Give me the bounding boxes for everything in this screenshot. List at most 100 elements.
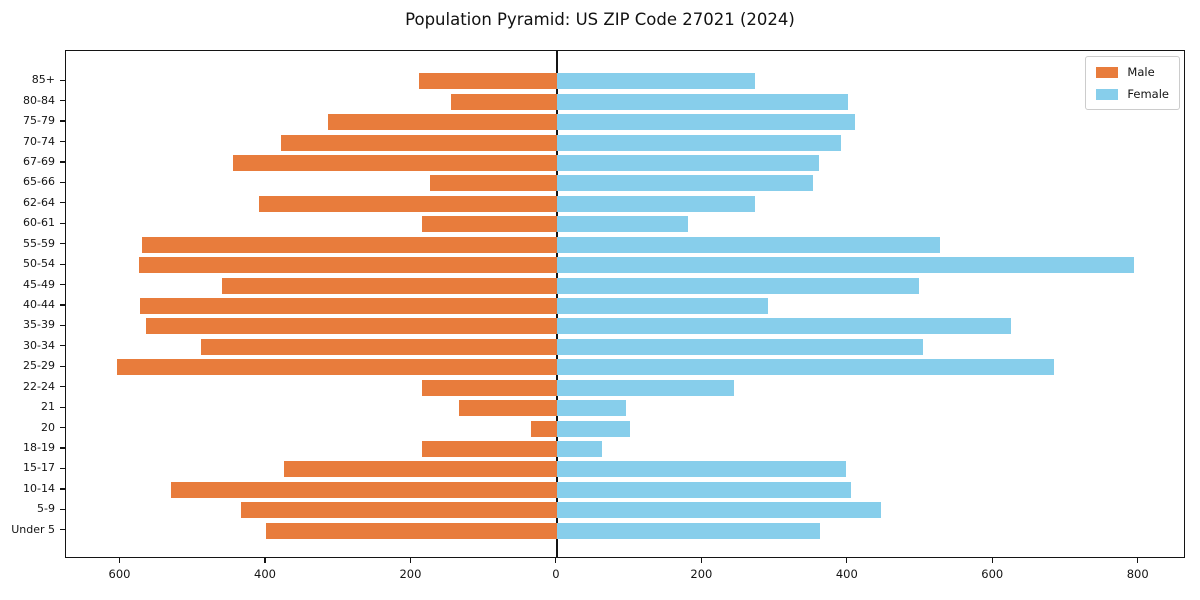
female-bar xyxy=(556,195,755,212)
x-tick-label: 400 xyxy=(254,567,276,581)
y-tick-label: 80-84 xyxy=(23,93,55,107)
female-bar xyxy=(556,522,821,539)
male-bar xyxy=(266,522,557,539)
female-bar xyxy=(556,93,848,110)
x-tick-mark xyxy=(846,558,848,563)
x-tick-label: 400 xyxy=(835,567,858,581)
male-bar xyxy=(146,318,557,335)
legend-item-male: Male xyxy=(1096,65,1169,79)
male-bar xyxy=(233,154,557,171)
y-tick-mark xyxy=(60,345,65,347)
y-tick-label: 75-79 xyxy=(23,114,55,128)
y-tick-mark xyxy=(60,100,65,102)
y-tick-label: 21 xyxy=(41,400,55,414)
male-bar xyxy=(422,379,557,396)
male-bar xyxy=(451,93,557,110)
legend-item-female: Female xyxy=(1096,87,1169,101)
x-tick-label: 600 xyxy=(108,567,131,581)
male-bar xyxy=(171,481,557,498)
x-tick-label: 200 xyxy=(690,567,713,581)
y-tick-mark xyxy=(60,447,65,449)
y-tick-label: 55-59 xyxy=(23,236,55,250)
y-tick-mark xyxy=(60,488,65,490)
female-bar xyxy=(556,502,881,519)
x-tick-label: 800 xyxy=(1126,567,1149,581)
female-legend-label: Female xyxy=(1127,87,1169,101)
y-tick-mark xyxy=(60,79,65,81)
y-tick-label: 30-34 xyxy=(23,338,55,352)
y-tick-mark xyxy=(60,467,65,470)
y-tick-label: 10-14 xyxy=(23,481,55,495)
y-tick-mark xyxy=(60,283,65,286)
y-tick-label: 40-44 xyxy=(23,298,55,311)
x-tick-mark xyxy=(991,558,993,563)
y-tick-mark xyxy=(60,529,65,531)
x-tick-label: 0 xyxy=(552,567,560,581)
male-bar xyxy=(422,216,557,233)
female-bar xyxy=(556,73,755,90)
y-tick-mark xyxy=(60,508,65,510)
x-tick-label: 200 xyxy=(399,567,422,581)
male-bar xyxy=(138,257,557,274)
male-bar xyxy=(222,277,557,294)
male-bar xyxy=(327,114,557,131)
y-tick-mark xyxy=(60,202,65,204)
y-tick-mark xyxy=(60,386,65,388)
male-bar xyxy=(280,134,557,151)
y-tick-label: 85+ xyxy=(31,73,55,87)
x-tick-mark xyxy=(118,558,121,563)
y-tick-label: 62-64 xyxy=(23,195,55,209)
y-tick-label: 18-19 xyxy=(23,441,55,455)
x-tick-mark xyxy=(1137,558,1139,563)
female-bar xyxy=(556,114,856,131)
female-bar xyxy=(556,298,768,314)
female-bar xyxy=(556,257,1134,274)
female-bar xyxy=(556,134,841,151)
y-tick-mark xyxy=(60,222,65,224)
y-tick-label: 65-66 xyxy=(23,175,55,189)
female-legend-swatch xyxy=(1096,88,1119,100)
y-tick-label: Under 5 xyxy=(11,522,55,536)
female-bar xyxy=(556,236,941,253)
male-bar xyxy=(418,73,557,90)
y-tick-label: 70-74 xyxy=(23,134,55,148)
female-bar xyxy=(556,154,819,171)
y-tick-mark xyxy=(60,120,65,122)
male-legend-label: Male xyxy=(1127,65,1155,79)
y-tick-mark xyxy=(60,161,65,163)
female-bar xyxy=(556,379,734,396)
y-tick-mark xyxy=(60,140,65,143)
male-legend-swatch xyxy=(1096,66,1119,78)
female-bar xyxy=(556,216,688,233)
male-bar xyxy=(140,298,557,314)
y-tick-mark xyxy=(60,406,65,408)
x-tick-mark xyxy=(555,558,557,563)
y-tick-label: 60-61 xyxy=(23,216,55,230)
male-bar xyxy=(531,420,557,437)
male-bar xyxy=(258,195,557,212)
female-bar xyxy=(556,481,851,498)
x-tick-mark xyxy=(409,558,412,563)
male-bar xyxy=(200,338,557,355)
y-tick-mark xyxy=(60,365,65,367)
y-tick-label: 15-17 xyxy=(23,461,55,475)
y-tick-label: 20 xyxy=(41,420,55,434)
male-bar xyxy=(429,175,557,192)
female-bar xyxy=(556,318,1011,335)
y-tick-mark xyxy=(60,427,65,429)
y-tick-mark xyxy=(60,304,65,306)
female-bar xyxy=(556,359,1055,376)
y-tick-label: 67-69 xyxy=(23,154,55,168)
female-bar xyxy=(556,175,813,192)
male-bar xyxy=(422,441,557,458)
y-tick-mark xyxy=(60,181,65,183)
y-tick-label: 22-24 xyxy=(23,379,55,393)
female-bar xyxy=(556,277,920,294)
male-bar xyxy=(116,359,557,376)
male-bar xyxy=(458,400,557,417)
y-tick-label: 35-39 xyxy=(23,318,55,332)
y-tick-mark xyxy=(60,324,65,327)
legend: Male Female xyxy=(1085,56,1180,110)
plot-area: Male Female xyxy=(65,50,1185,558)
